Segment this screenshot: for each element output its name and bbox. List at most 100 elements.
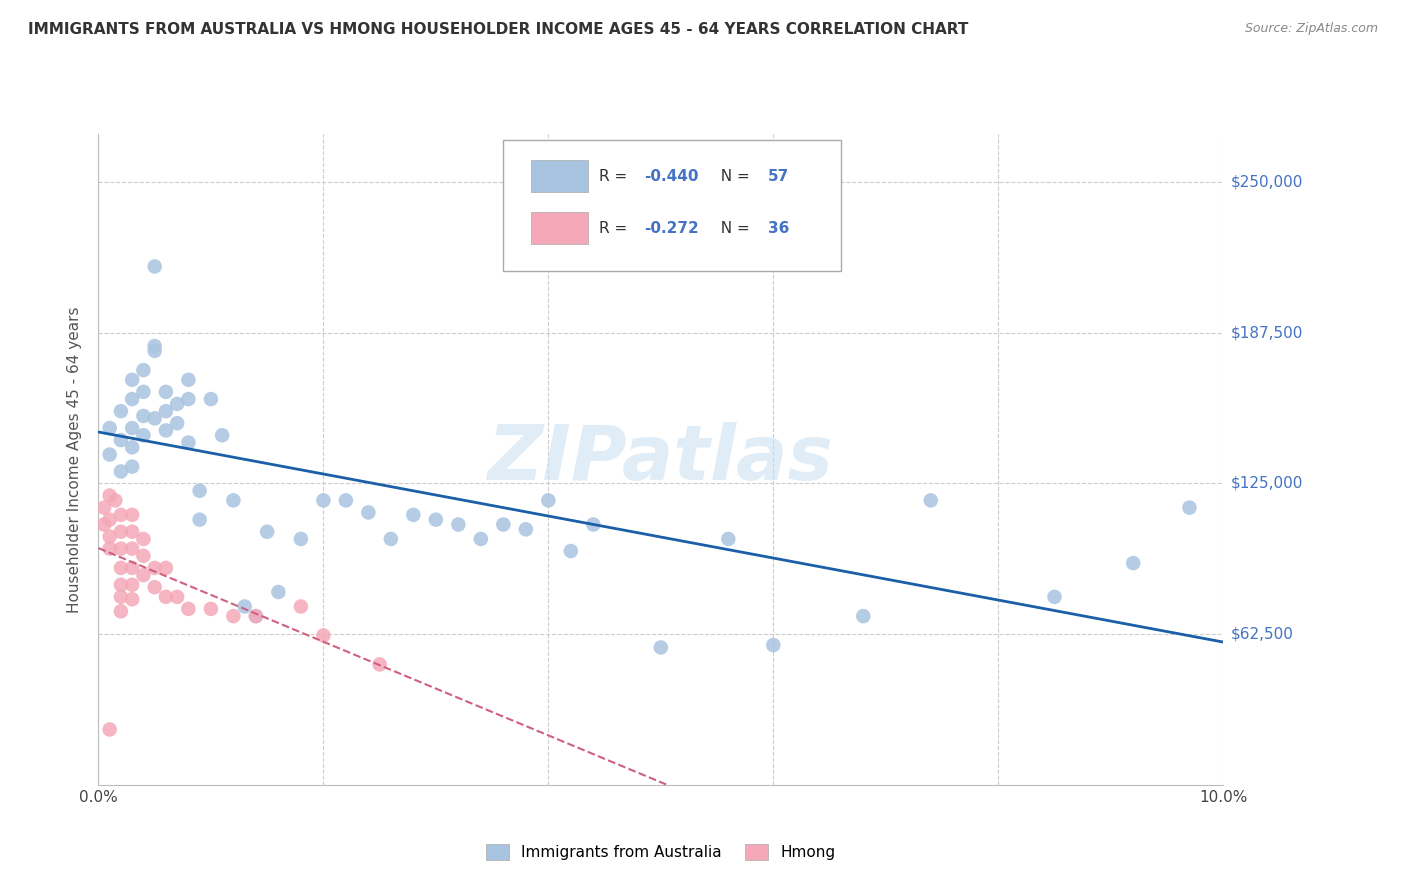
Point bbox=[1178, 500, 1201, 515]
Point bbox=[312, 493, 335, 508]
Point bbox=[110, 590, 132, 604]
Point bbox=[852, 609, 875, 624]
Point bbox=[368, 657, 391, 672]
Point bbox=[121, 440, 143, 454]
Point bbox=[211, 428, 233, 442]
Point bbox=[177, 392, 200, 406]
Point bbox=[402, 508, 425, 522]
FancyBboxPatch shape bbox=[503, 140, 841, 270]
Point bbox=[155, 384, 177, 399]
Point bbox=[98, 448, 121, 462]
Point bbox=[335, 493, 357, 508]
Point bbox=[515, 522, 537, 536]
Point bbox=[177, 602, 200, 616]
Text: 57: 57 bbox=[768, 169, 789, 184]
Text: -0.440: -0.440 bbox=[644, 169, 699, 184]
Point bbox=[121, 459, 143, 474]
Point bbox=[290, 599, 312, 614]
Point bbox=[245, 609, 267, 624]
Point bbox=[256, 524, 278, 539]
Point bbox=[110, 433, 132, 447]
Point bbox=[267, 585, 290, 599]
Point bbox=[98, 489, 121, 503]
Point bbox=[200, 602, 222, 616]
Point bbox=[177, 435, 200, 450]
Point bbox=[447, 517, 470, 532]
Point bbox=[132, 363, 155, 377]
Point bbox=[110, 604, 132, 618]
Point bbox=[132, 384, 155, 399]
Text: -0.272: -0.272 bbox=[644, 220, 699, 235]
Point bbox=[132, 532, 155, 546]
Text: ZIPatlas: ZIPatlas bbox=[488, 423, 834, 496]
Y-axis label: Householder Income Ages 45 - 64 years: Householder Income Ages 45 - 64 years bbox=[67, 306, 83, 613]
Point bbox=[110, 465, 132, 479]
Point bbox=[425, 513, 447, 527]
Point bbox=[110, 561, 132, 575]
Point bbox=[650, 640, 672, 655]
Point bbox=[143, 343, 166, 358]
Point bbox=[312, 628, 335, 642]
Text: $250,000: $250,000 bbox=[1230, 175, 1302, 189]
Point bbox=[717, 532, 740, 546]
Text: $62,500: $62,500 bbox=[1230, 627, 1294, 641]
Text: $125,000: $125,000 bbox=[1230, 476, 1302, 491]
Point bbox=[560, 544, 582, 558]
Point bbox=[121, 392, 143, 406]
Point bbox=[98, 513, 121, 527]
Text: $187,500: $187,500 bbox=[1230, 326, 1302, 340]
Point bbox=[143, 411, 166, 425]
Point bbox=[98, 530, 121, 544]
Point bbox=[121, 541, 143, 556]
Point bbox=[110, 404, 132, 418]
Point bbox=[582, 517, 605, 532]
Point bbox=[537, 493, 560, 508]
Text: N =: N = bbox=[711, 169, 755, 184]
Text: R =: R = bbox=[599, 169, 633, 184]
Point bbox=[121, 373, 143, 387]
Point bbox=[110, 578, 132, 592]
Point bbox=[290, 532, 312, 546]
Point bbox=[233, 599, 256, 614]
Point bbox=[492, 517, 515, 532]
Text: 36: 36 bbox=[768, 220, 789, 235]
Legend: Immigrants from Australia, Hmong: Immigrants from Australia, Hmong bbox=[481, 838, 841, 866]
FancyBboxPatch shape bbox=[531, 212, 588, 244]
Point bbox=[104, 493, 127, 508]
Point bbox=[132, 549, 155, 563]
Point bbox=[143, 561, 166, 575]
Point bbox=[166, 590, 188, 604]
Point bbox=[132, 409, 155, 423]
Point bbox=[121, 592, 143, 607]
Point bbox=[200, 392, 222, 406]
Point bbox=[121, 421, 143, 435]
Point bbox=[121, 561, 143, 575]
Point bbox=[188, 513, 211, 527]
Point bbox=[1043, 590, 1066, 604]
Point bbox=[155, 590, 177, 604]
Point bbox=[110, 524, 132, 539]
Point bbox=[93, 517, 115, 532]
Point bbox=[188, 483, 211, 498]
Point bbox=[222, 493, 245, 508]
Point bbox=[245, 609, 267, 624]
Text: IMMIGRANTS FROM AUSTRALIA VS HMONG HOUSEHOLDER INCOME AGES 45 - 64 YEARS CORRELA: IMMIGRANTS FROM AUSTRALIA VS HMONG HOUSE… bbox=[28, 22, 969, 37]
Point bbox=[357, 505, 380, 519]
Point bbox=[110, 541, 132, 556]
Point bbox=[470, 532, 492, 546]
Point bbox=[98, 541, 121, 556]
Point bbox=[222, 609, 245, 624]
Point bbox=[155, 404, 177, 418]
Point bbox=[93, 500, 115, 515]
Point bbox=[1122, 556, 1144, 570]
Point bbox=[143, 260, 166, 274]
Point bbox=[155, 424, 177, 438]
Point bbox=[132, 428, 155, 442]
Text: N =: N = bbox=[711, 220, 755, 235]
Point bbox=[380, 532, 402, 546]
Point bbox=[155, 561, 177, 575]
Point bbox=[177, 373, 200, 387]
Point bbox=[166, 416, 188, 430]
Text: R =: R = bbox=[599, 220, 633, 235]
Point bbox=[98, 723, 121, 737]
